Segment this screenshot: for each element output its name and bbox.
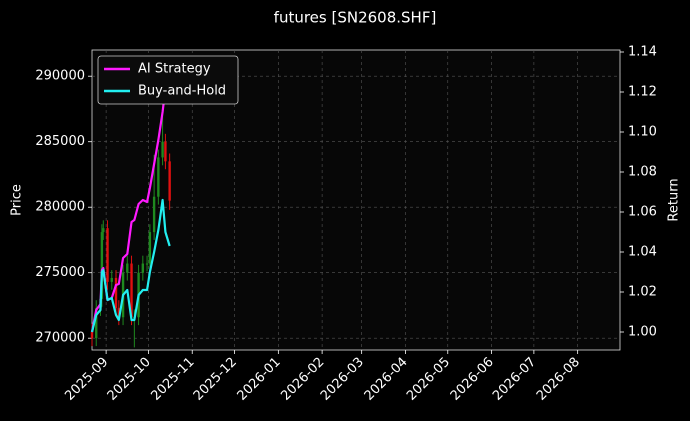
chart-title: futures [SN2608.SHF]	[274, 9, 437, 27]
legend-label: AI Strategy	[138, 62, 211, 77]
candle-body	[161, 141, 164, 158]
legend: AI Strategy Buy-and-Hold	[97, 55, 239, 105]
y2-tick-label: 1.00	[628, 325, 657, 340]
y-tick-label: 280000	[35, 200, 85, 215]
candle-body	[102, 228, 105, 233]
candle-body	[100, 232, 104, 299]
candle-body	[126, 263, 129, 273]
candle-body	[95, 308, 98, 339]
candle-body	[117, 308, 121, 318]
y-axis-label: Price	[10, 184, 25, 216]
candle-body	[164, 141, 167, 162]
y2-tick-label: 1.04	[628, 245, 657, 260]
y-tick-label: 275000	[35, 265, 85, 280]
y-tick-label: 270000	[35, 331, 85, 346]
y2-tick-label: 1.06	[628, 205, 657, 220]
line-series	[90, 71, 171, 333]
candle-body	[145, 263, 149, 265]
candle-body	[106, 228, 109, 282]
y-tick-label: 290000	[35, 69, 85, 84]
candle-body	[148, 232, 152, 264]
y2-tick-label: 1.02	[628, 285, 657, 300]
candle-body	[110, 277, 113, 282]
candle-body	[152, 196, 156, 233]
candle-body	[130, 263, 133, 318]
y2-tick-label: 1.08	[628, 165, 657, 180]
candle-body	[168, 161, 171, 201]
candle-body	[90, 331, 94, 339]
legend-label: Buy-and-Hold	[138, 84, 226, 99]
y-tick-label: 285000	[35, 134, 85, 149]
y2-tick-label: 1.14	[628, 45, 657, 60]
candle-body	[157, 157, 160, 197]
y2-axis-label: Return	[667, 178, 682, 221]
y2-tick-label: 1.10	[628, 125, 657, 140]
y2-tick-label: 1.12	[628, 85, 657, 100]
legend-box	[97, 55, 239, 105]
candle-body	[141, 263, 145, 273]
candle-body	[114, 277, 118, 309]
line-series	[90, 198, 171, 333]
